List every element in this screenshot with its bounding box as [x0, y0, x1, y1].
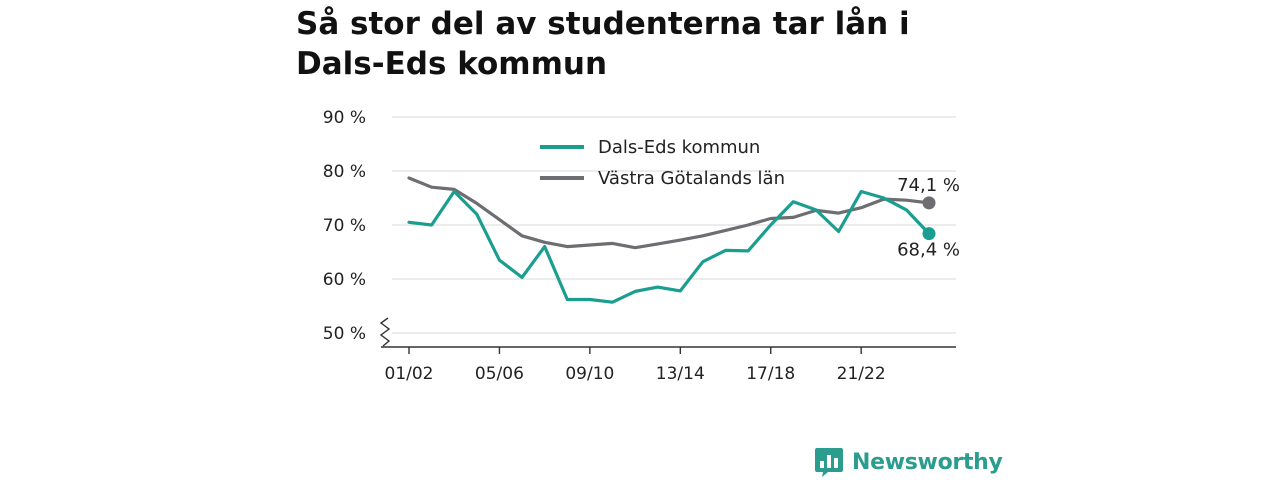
end-value-label: 68,4 % [897, 240, 960, 261]
y-tick-label: 70 % [323, 216, 366, 236]
chart-title: Så stor del av studenterna tar lån i Dal… [296, 6, 910, 82]
x-tick-label: 21/22 [837, 364, 886, 384]
y-axis-break-icon [379, 317, 391, 347]
x-axis: 01/02 05/06 09/10 13/14 17/18 21/22 [381, 346, 956, 384]
legend: Dals-Eds kommun Västra Götalands län [540, 137, 785, 189]
x-tick-label: 05/06 [475, 364, 524, 384]
y-tick-label: 90 % [323, 108, 366, 128]
end-points: 68,4 % 74,1 % [897, 175, 960, 261]
x-tick-label: 09/10 [565, 364, 614, 384]
y-tick-label: 50 % [323, 324, 366, 344]
series-line-0 [407, 189, 931, 304]
end-value-label: 74,1 % [897, 175, 960, 196]
y-tick-label: 80 % [323, 162, 366, 182]
end-point-marker [922, 196, 936, 210]
brand-logo: Newsworthy [814, 444, 1003, 480]
end-point-marker [922, 227, 936, 241]
y-tick-label: 60 % [323, 270, 366, 290]
x-tick-label: 01/02 [385, 364, 434, 384]
brand-name: Newsworthy [852, 449, 1003, 475]
series-lines [407, 176, 931, 304]
legend-label: Dals-Eds kommun [598, 137, 760, 158]
legend-label: Västra Götalands län [598, 168, 785, 189]
x-tick-label: 17/18 [746, 364, 795, 384]
gridlines [392, 116, 956, 334]
series-line-1 [407, 176, 931, 250]
x-tick-label: 13/14 [656, 364, 705, 384]
line-chart: 90 % 80 % 70 % 60 % 50 % 01/02 05/06 09/10 13/1… [323, 108, 960, 384]
y-axis-ticks: 90 % 80 % 70 % 60 % 50 % [323, 108, 366, 344]
bar-chart-speech-icon [815, 448, 843, 477]
